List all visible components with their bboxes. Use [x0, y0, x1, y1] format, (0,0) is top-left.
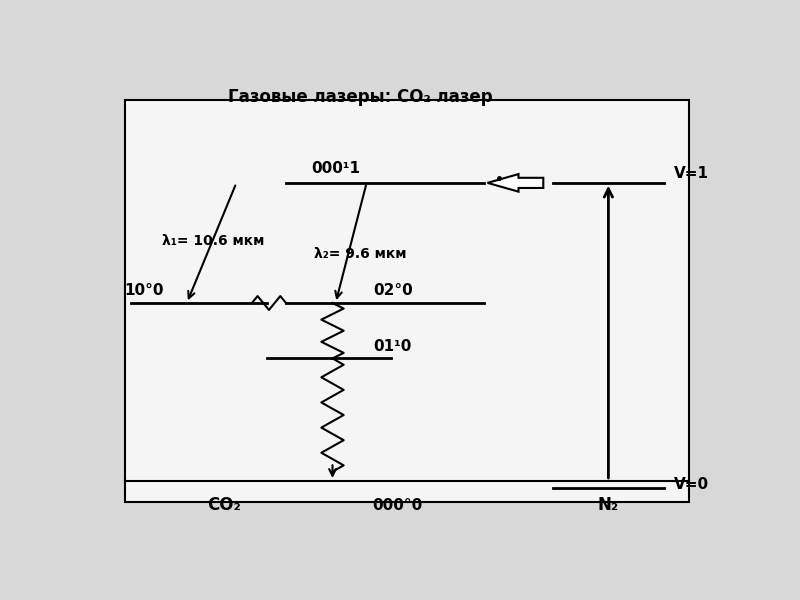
Text: 02°0: 02°0 — [373, 283, 413, 298]
Text: 000¹1: 000¹1 — [310, 161, 360, 176]
Text: λ₁= 10.6 мкм: λ₁= 10.6 мкм — [162, 233, 264, 248]
Text: 10°0: 10°0 — [125, 283, 164, 298]
Text: 01¹0: 01¹0 — [373, 339, 411, 354]
Text: CO₂: CO₂ — [207, 496, 241, 514]
FancyArrow shape — [487, 174, 543, 191]
Text: N₂: N₂ — [598, 496, 619, 514]
Text: λ₂= 9.6 мкм: λ₂= 9.6 мкм — [314, 247, 406, 262]
Text: V=1: V=1 — [674, 166, 709, 181]
Text: V=0: V=0 — [674, 478, 709, 493]
Text: 000°0: 000°0 — [373, 498, 422, 513]
FancyBboxPatch shape — [125, 100, 689, 502]
Text: Газовые лазеры: CO₂ лазер: Газовые лазеры: CO₂ лазер — [228, 88, 493, 106]
